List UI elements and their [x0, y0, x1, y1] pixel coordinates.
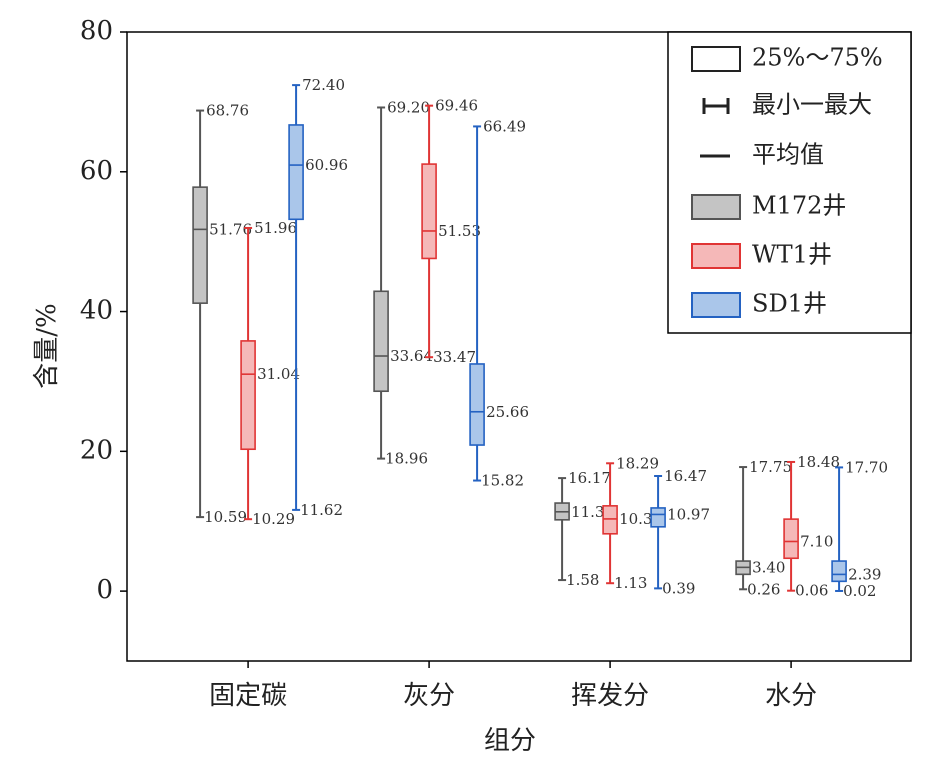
mean-label: 25.66: [486, 403, 529, 421]
mean-label: 33.64: [390, 347, 433, 365]
min-label: 11.62: [300, 501, 343, 519]
mean-label: 51.76: [209, 220, 252, 238]
legend-label: 25%～75%: [752, 44, 883, 72]
box: [240, 340, 256, 451]
mean-label: 10.97: [667, 505, 710, 523]
mean-label: 51.53: [438, 222, 481, 240]
legend-icon: [691, 194, 741, 220]
max-label: 72.40: [302, 76, 345, 94]
legend-icon: [691, 243, 741, 269]
legend-range-icon: [702, 98, 730, 114]
min-label: 10.29: [252, 510, 295, 528]
max-label: 69.46: [435, 97, 478, 115]
max-label: 17.70: [845, 458, 888, 476]
box: [650, 507, 666, 528]
box: [602, 505, 618, 535]
max-label: 16.47: [664, 467, 707, 485]
y-tick-label: 0: [96, 575, 113, 605]
min-label: 0.06: [795, 582, 828, 600]
legend-label: M172井: [752, 192, 846, 220]
box: [469, 363, 485, 446]
legend-label: 平均值: [752, 141, 824, 169]
max-label: 51.96: [254, 219, 297, 237]
box: [831, 560, 847, 583]
min-label: 33.47: [433, 348, 476, 366]
min-label: 15.82: [481, 472, 524, 490]
legend-frame: [667, 31, 912, 334]
min-label: 1.58: [566, 571, 599, 589]
max-label: 18.48: [797, 453, 840, 471]
mean-label: 2.39: [848, 565, 881, 583]
box: [421, 163, 437, 260]
mean-label: 60.96: [305, 156, 348, 174]
legend-label: WT1井: [752, 241, 832, 269]
mean-label: 3.40: [752, 558, 785, 576]
box: [783, 518, 799, 560]
max-label: 69.20: [387, 98, 430, 116]
max-label: 18.29: [616, 454, 659, 472]
y-tick-label: 80: [80, 16, 113, 46]
plot-frame: [126, 31, 912, 662]
x-tick-label: 灰分: [403, 681, 455, 711]
box: [373, 290, 389, 393]
x-tick-label: 水分: [765, 681, 817, 711]
x-tick-label: 挥发分: [571, 681, 649, 711]
box: [192, 186, 208, 304]
y-tick-label: 20: [80, 435, 113, 465]
y-axis-title: 含量/%: [32, 303, 62, 388]
y-tick-label: 40: [80, 296, 113, 326]
max-label: 66.49: [483, 117, 526, 135]
y-tick-label: 60: [80, 156, 113, 186]
min-label: 0.39: [662, 579, 695, 597]
min-label: 0.26: [747, 580, 780, 598]
mean-label: 31.04: [257, 365, 300, 383]
legend-label: SD1井: [752, 290, 827, 318]
x-axis-title: 组分: [484, 726, 536, 756]
mean-label: 7.10: [800, 532, 833, 550]
min-label: 18.96: [385, 450, 428, 468]
legend-label: 最小一最大: [752, 91, 872, 119]
min-label: 0.02: [843, 582, 876, 600]
legend-icon: [691, 292, 741, 318]
min-label: 1.13: [614, 574, 647, 592]
max-label: 16.17: [568, 469, 611, 487]
legend: 25%～75% 最小一最大 平均值: [667, 31, 912, 334]
min-label: 10.59: [204, 508, 247, 526]
box: [288, 124, 304, 221]
legend-box-icon: [691, 46, 741, 72]
max-label: 68.76: [206, 102, 249, 120]
max-label: 17.75: [749, 458, 792, 476]
x-tick-label: 固定碳: [209, 681, 287, 711]
